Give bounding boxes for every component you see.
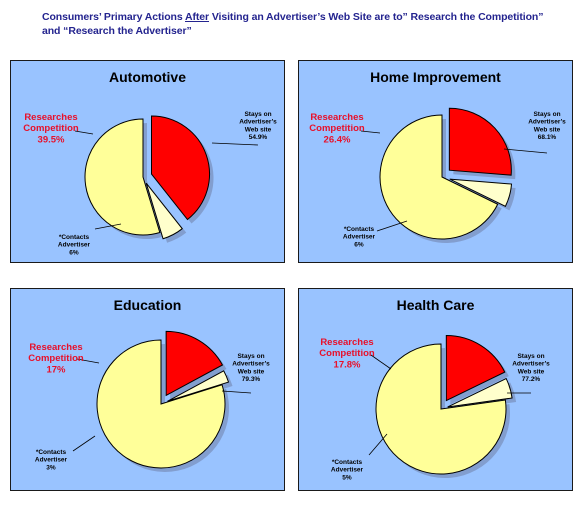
leader-line-researches (360, 130, 381, 134)
pie-slice-researches (165, 330, 224, 397)
label-researches: Researches Competition 17% (28, 342, 84, 375)
label-contacts-line: 6% (69, 249, 79, 256)
pie-slice-stays (379, 114, 499, 240)
chart-title: Education (113, 297, 182, 313)
leader-line-stays (503, 148, 548, 154)
leader-line-contacts (94, 223, 122, 230)
page-title: Consumers’ Primary Actions After Visitin… (42, 10, 562, 38)
label-contacts: *Contacts Advertiser 6% (343, 226, 376, 248)
chart-title: Home Improvement (370, 69, 501, 85)
leader-line-researches (370, 354, 392, 370)
label-contacts: *Contacts Advertiser 6% (58, 234, 91, 256)
page-title-line1: Consumers’ Primary Actions After Visitin… (42, 10, 562, 24)
label-contacts-line: Advertiser (331, 467, 364, 474)
leader-line-stays (221, 390, 252, 394)
label-contacts-line: *Contacts (332, 459, 363, 466)
label-researches-line: 17% (46, 364, 66, 375)
label-stays-line: Stays on (244, 111, 271, 118)
leader-line-researches (76, 358, 100, 364)
label-researches-line: Researches (29, 342, 82, 353)
label-contacts: *Contacts Advertiser 3% (35, 449, 68, 471)
label-researches: Researches Competition 39.5% (23, 112, 79, 145)
leader-line-contacts (376, 220, 408, 232)
page-title-emphasis: After (185, 11, 210, 23)
label-stays-line: Advertiser’s (232, 361, 270, 368)
label-stays: Stays on Advertiser’s Web site 54.9% (239, 111, 277, 141)
label-stays-line: Stays on (517, 353, 544, 360)
label-stays-line: Advertiser’s (528, 119, 566, 126)
label-stays-line: 77.2% (522, 376, 541, 383)
pie-chart-home-improvement: Researches Competition 26.4%*Contacts Adver… (309, 107, 566, 248)
pie-slice-stays (375, 343, 507, 475)
label-contacts: *Contacts Advertiser 5% (331, 459, 364, 481)
label-stays: Stays on Advertiser’s Web site 79.3% (232, 353, 270, 383)
label-researches-line: Researches (320, 337, 373, 348)
page-title-line2: and “Research the Advertiser” (42, 25, 192, 37)
label-contacts-line: *Contacts (36, 449, 67, 456)
chart-panel-home-improvement: Home Improvement Researches Competition 26… (298, 60, 573, 263)
label-contacts-line: *Contacts (344, 226, 375, 233)
pie-slice-contacts (167, 370, 230, 402)
pie-chart-education: Researches Competition 17%*Contacts Adverti… (28, 330, 270, 472)
label-stays-line: Web site (534, 126, 561, 133)
label-contacts-line: 3% (46, 464, 56, 471)
label-contacts-line: Advertiser (35, 457, 68, 464)
label-stays-line: Web site (245, 126, 272, 133)
label-stays-line: Web site (518, 368, 545, 375)
label-contacts-line: 6% (354, 241, 364, 248)
pie-chart-health-care: Researches Competition 17.8%*Contacts Adver… (319, 335, 550, 481)
pie-slice-stays (96, 339, 226, 469)
chart-panel-health-care: Health Care Researches Competition 17.8% *C… (298, 288, 573, 491)
label-contacts-line: Advertiser (343, 234, 376, 241)
label-stays-line: Stays on (237, 353, 264, 360)
leader-line-contacts (72, 435, 96, 452)
label-stays-line: 79.3% (242, 376, 261, 383)
label-stays-line: Web site (238, 368, 265, 375)
label-stays-line: Advertiser’s (239, 119, 277, 126)
pie-slice-researches (151, 115, 210, 221)
pie-chart-automotive: Researches Competition 39.5%*Contacts Adver… (23, 111, 277, 256)
label-researches-line: Competition (309, 123, 365, 134)
label-stays: Stays on Advertiser’s Web site 68.1% (528, 111, 566, 141)
leader-line-stays (211, 142, 259, 146)
pie-slice-researches (448, 107, 512, 176)
chart-panel-automotive: Automotive Researches Competition 39.5% *Co… (10, 60, 285, 263)
label-stays-line: Advertiser’s (512, 361, 550, 368)
label-researches-line: 26.4% (324, 134, 351, 145)
label-contacts-line: 5% (342, 474, 352, 481)
label-researches-line: Competition (319, 348, 375, 359)
label-researches-line: Researches (24, 112, 77, 123)
chart-title: Health Care (396, 297, 475, 313)
pie-slice-contacts (145, 182, 183, 240)
pie-slice-contacts (447, 377, 513, 408)
label-researches-line: Competition (28, 353, 84, 364)
label-researches-line: 39.5% (38, 134, 65, 145)
pie-slice-stays (84, 118, 161, 236)
label-contacts-line: Advertiser (58, 242, 91, 249)
pie-slice-contacts (449, 178, 513, 208)
page-title-part2: Visiting an Advertiser’s Web Site are to… (209, 11, 544, 23)
label-stays-line: 54.9% (249, 134, 268, 141)
chart-title: Automotive (109, 69, 186, 85)
label-stays-line: Stays on (533, 111, 560, 118)
label-stays: Stays on Advertiser’s Web site 77.2% (512, 353, 550, 383)
chart-panel-education: Education Researches Competition 17% *Conta… (10, 288, 285, 491)
label-contacts-line: *Contacts (59, 234, 90, 241)
leader-line-researches (74, 130, 94, 135)
label-researches-line: Researches (310, 112, 363, 123)
label-researches-line: Competition (23, 123, 79, 134)
page-title-part1: Consumers’ Primary Actions (42, 11, 185, 23)
label-stays-line: 68.1% (538, 134, 557, 141)
label-researches: Researches Competition 26.4% (309, 112, 365, 145)
leader-line-contacts (368, 433, 388, 456)
label-researches: Researches Competition 17.8% (319, 337, 375, 370)
pie-slice-researches (445, 335, 506, 402)
label-researches-line: 17.8% (334, 359, 361, 370)
